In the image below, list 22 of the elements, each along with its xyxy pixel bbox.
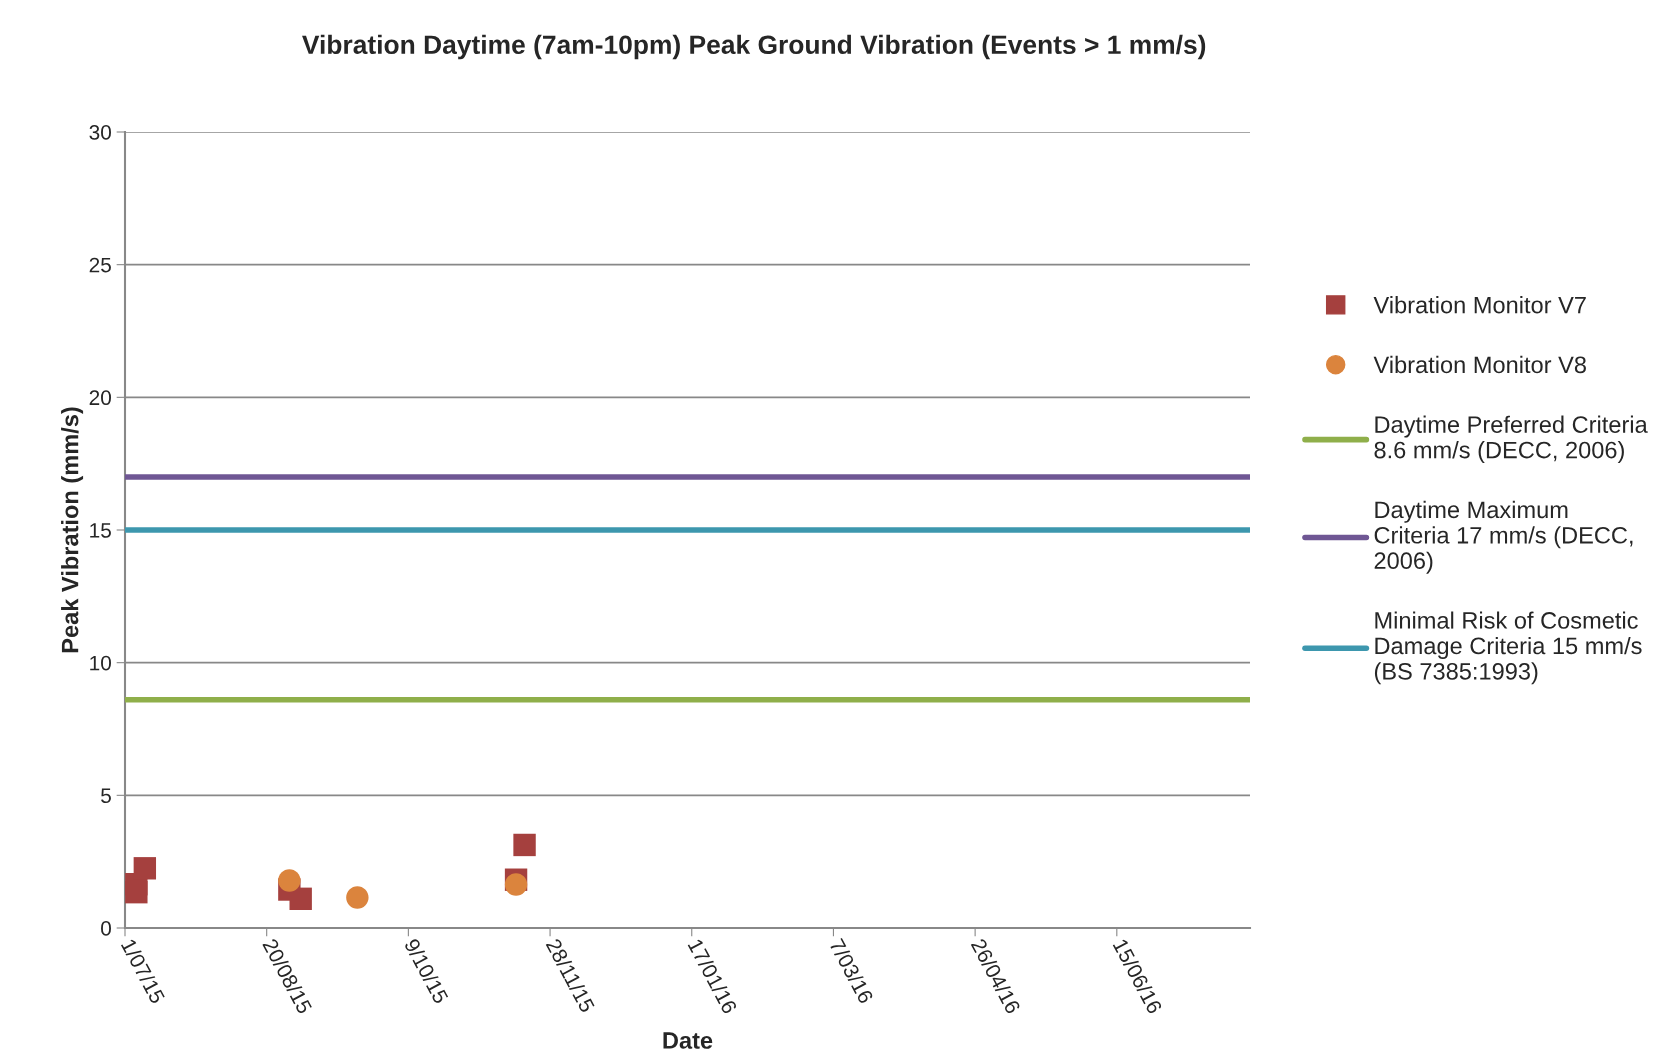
legend-label: Vibration Monitor V7 [1373,296,1586,314]
point [504,873,528,896]
point [289,887,312,911]
y-axis-title: Peak Vibration (mm/s) [61,407,84,653]
legend-label: Minimal Risk of Cosmetic Damage Criteria 15 mm/s (BS 7385:1993) [1374,611,1642,685]
point [125,880,148,904]
y-tick-label: 30 [89,125,111,140]
y-tick-label: 25 [89,257,111,273]
point [278,869,301,892]
y-tick-label: 15 [90,523,111,538]
chart-title: Vibration Daytime (7am-10pm) Peak Ground Vibration (Events > 1 mm/s) [302,34,1206,60]
point [513,833,536,857]
y-tick-label: 0 [101,921,111,936]
legend-label: Vibration Monitor V8 [1373,355,1586,374]
y-tick-label: 10 [90,655,111,671]
point [133,857,157,880]
point [346,886,369,909]
y-tick-label: 20 [89,390,111,406]
legend-label: Daytime Preferred Criteria 8.6 mm/s (DECC, 2006) [1374,415,1648,464]
legend-label: Daytime Maximum Criteria 17 mm/s (DECC, 2006) [1374,500,1633,574]
y-tick-label: 5 [101,788,111,804]
x-axis-title: Date [663,1032,713,1049]
